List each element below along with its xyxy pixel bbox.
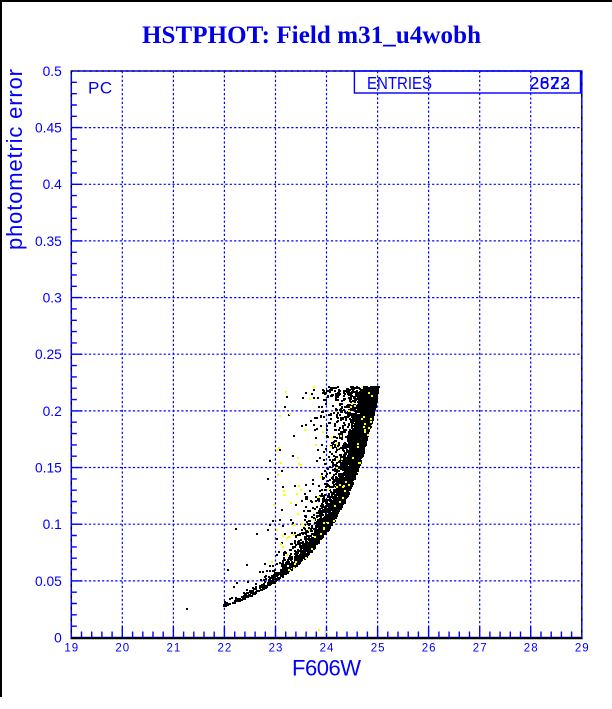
svg-text:HSTPHOT: Field m31_u4wobh: HSTPHOT: Field m31_u4wobh bbox=[142, 22, 481, 49]
svg-text:0.15: 0.15 bbox=[35, 461, 62, 476]
svg-text:27: 27 bbox=[473, 643, 488, 655]
svg-text:0.35: 0.35 bbox=[35, 234, 62, 249]
svg-text:0.1: 0.1 bbox=[43, 517, 62, 532]
svg-text:0.25: 0.25 bbox=[35, 347, 62, 362]
svg-text:PC: PC bbox=[88, 78, 113, 97]
svg-text:23: 23 bbox=[269, 643, 284, 655]
svg-text:0: 0 bbox=[54, 630, 62, 645]
svg-text:0.3: 0.3 bbox=[43, 291, 63, 306]
svg-text:26: 26 bbox=[422, 643, 437, 655]
svg-text:0.2: 0.2 bbox=[43, 404, 62, 419]
svg-text:0.4: 0.4 bbox=[43, 177, 63, 192]
svg-text:0.45: 0.45 bbox=[35, 121, 62, 136]
svg-text:F606W: F606W bbox=[292, 655, 361, 680]
svg-text:22: 22 bbox=[218, 643, 233, 655]
svg-text:28: 28 bbox=[524, 643, 539, 655]
svg-text:2873: 2873 bbox=[530, 73, 571, 93]
svg-text:19: 19 bbox=[64, 643, 79, 655]
svg-text:24: 24 bbox=[320, 643, 335, 655]
svg-text:21: 21 bbox=[167, 643, 182, 655]
svg-text:ENTRIES: ENTRIES bbox=[367, 73, 432, 93]
svg-text:0.5: 0.5 bbox=[43, 64, 63, 79]
svg-text:20: 20 bbox=[115, 643, 130, 655]
svg-text:25: 25 bbox=[371, 643, 386, 655]
svg-text:29: 29 bbox=[575, 643, 590, 655]
svg-text:2622: 2622 bbox=[530, 73, 571, 93]
svg-text:photometric error: photometric error bbox=[2, 69, 27, 250]
svg-text:0.05: 0.05 bbox=[35, 574, 62, 589]
